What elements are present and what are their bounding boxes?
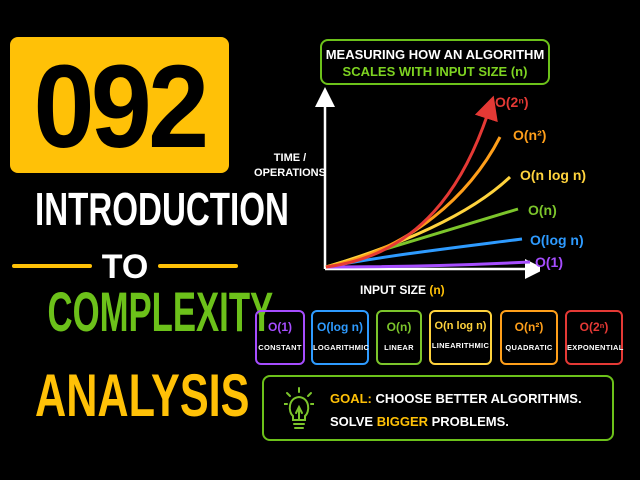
curve-label-exponential: O(2ⁿ) [495, 94, 529, 110]
goal-line-1: GOAL: CHOOSE BETTER ALGORITHMS. [330, 391, 582, 406]
goal-line-1-text: CHOOSE BETTER ALGORITHMS. [371, 391, 582, 406]
legend-exponential-name: EXPONENTIAL [567, 343, 624, 352]
curve-constant [325, 260, 531, 269]
legend-quadratic: O(n²) QUADRATIC [500, 310, 558, 365]
lightbulb-icon [284, 387, 314, 429]
legend-quadratic-notation: O(n²) [514, 320, 544, 334]
curve-label-logarithmic: O(log n) [530, 232, 584, 248]
legend-linearithmic-notation: O(n log n) [434, 320, 487, 332]
goal-line-2: SOLVE BIGGER PROBLEMS. [330, 414, 509, 429]
title-line-analysis: ANALYSIS [35, 362, 250, 429]
episode-badge: 092 [10, 37, 229, 173]
legend-constant-notation: O(1) [268, 320, 292, 334]
curve-label-linearithmic: O(n log n) [520, 167, 587, 183]
title-divider-right [158, 264, 238, 268]
title-line-introduction: INTRODUCTION [35, 183, 289, 235]
legend-quadratic-name: QUADRATIC [505, 343, 553, 352]
legend-linearithmic-name: LINEARITHMIC [431, 341, 490, 350]
goal-line-2-accent: BIGGER [376, 414, 429, 429]
growth-chart [315, 87, 540, 279]
goal-line-2-pre: SOLVE [330, 414, 377, 429]
chart-header-line-1: MEASURING HOW AN ALGORITHM [325, 47, 545, 62]
goal-key: GOAL: [330, 391, 372, 406]
x-axis-label: INPUT SIZE (n) [360, 283, 445, 297]
legend-exponential-notation: O(2ⁿ) [579, 320, 609, 334]
curve-label-linear: O(n) [528, 202, 557, 218]
x-axis-label-var: (n) [429, 283, 445, 297]
legend-linearithmic: O(n log n) LINEARITHMIC [429, 310, 492, 365]
y-axis-label-line-1: TIME / [273, 152, 307, 164]
title-divider-left [12, 264, 92, 268]
legend-logarithmic-notation: O(log n) [317, 320, 363, 334]
chart-header-line-2: SCALES WITH INPUT SIZE (n) [342, 64, 528, 79]
goal-box: GOAL: CHOOSE BETTER ALGORITHMS. SOLVE BI… [262, 375, 614, 441]
curve-quadratic [325, 136, 502, 269]
episode-number: 092 [33, 41, 210, 173]
title-line-complexity: COMPLEXITY [47, 280, 274, 343]
legend-linear-notation: O(n) [386, 320, 412, 334]
y-axis-label: TIME / OPERATIONS [250, 151, 330, 181]
curve-exponential [325, 95, 498, 269]
title-line-to: TO [101, 248, 149, 286]
y-axis-label-line-2: OPERATIONS [254, 167, 326, 179]
legend-constant: O(1) CONSTANT [255, 310, 305, 365]
legend-logarithmic: O(log n) LOGARITHMIC [311, 310, 369, 365]
legend-linear-name: LINEAR [384, 343, 414, 352]
goal-line-2-post: PROBLEMS. [428, 414, 509, 429]
curve-label-constant: O(1) [535, 254, 563, 270]
legend-linear: O(n) LINEAR [376, 310, 422, 365]
legend-logarithmic-name: LOGARITHMIC [313, 343, 370, 352]
legend-constant-name: CONSTANT [258, 343, 302, 352]
chart-header-box: MEASURING HOW AN ALGORITHM SCALES WITH I… [320, 39, 550, 85]
legend-exponential: O(2ⁿ) EXPONENTIAL [565, 310, 623, 365]
x-axis-label-main: INPUT SIZE [360, 283, 427, 297]
curve-label-quadratic: O(n²) [513, 127, 547, 143]
